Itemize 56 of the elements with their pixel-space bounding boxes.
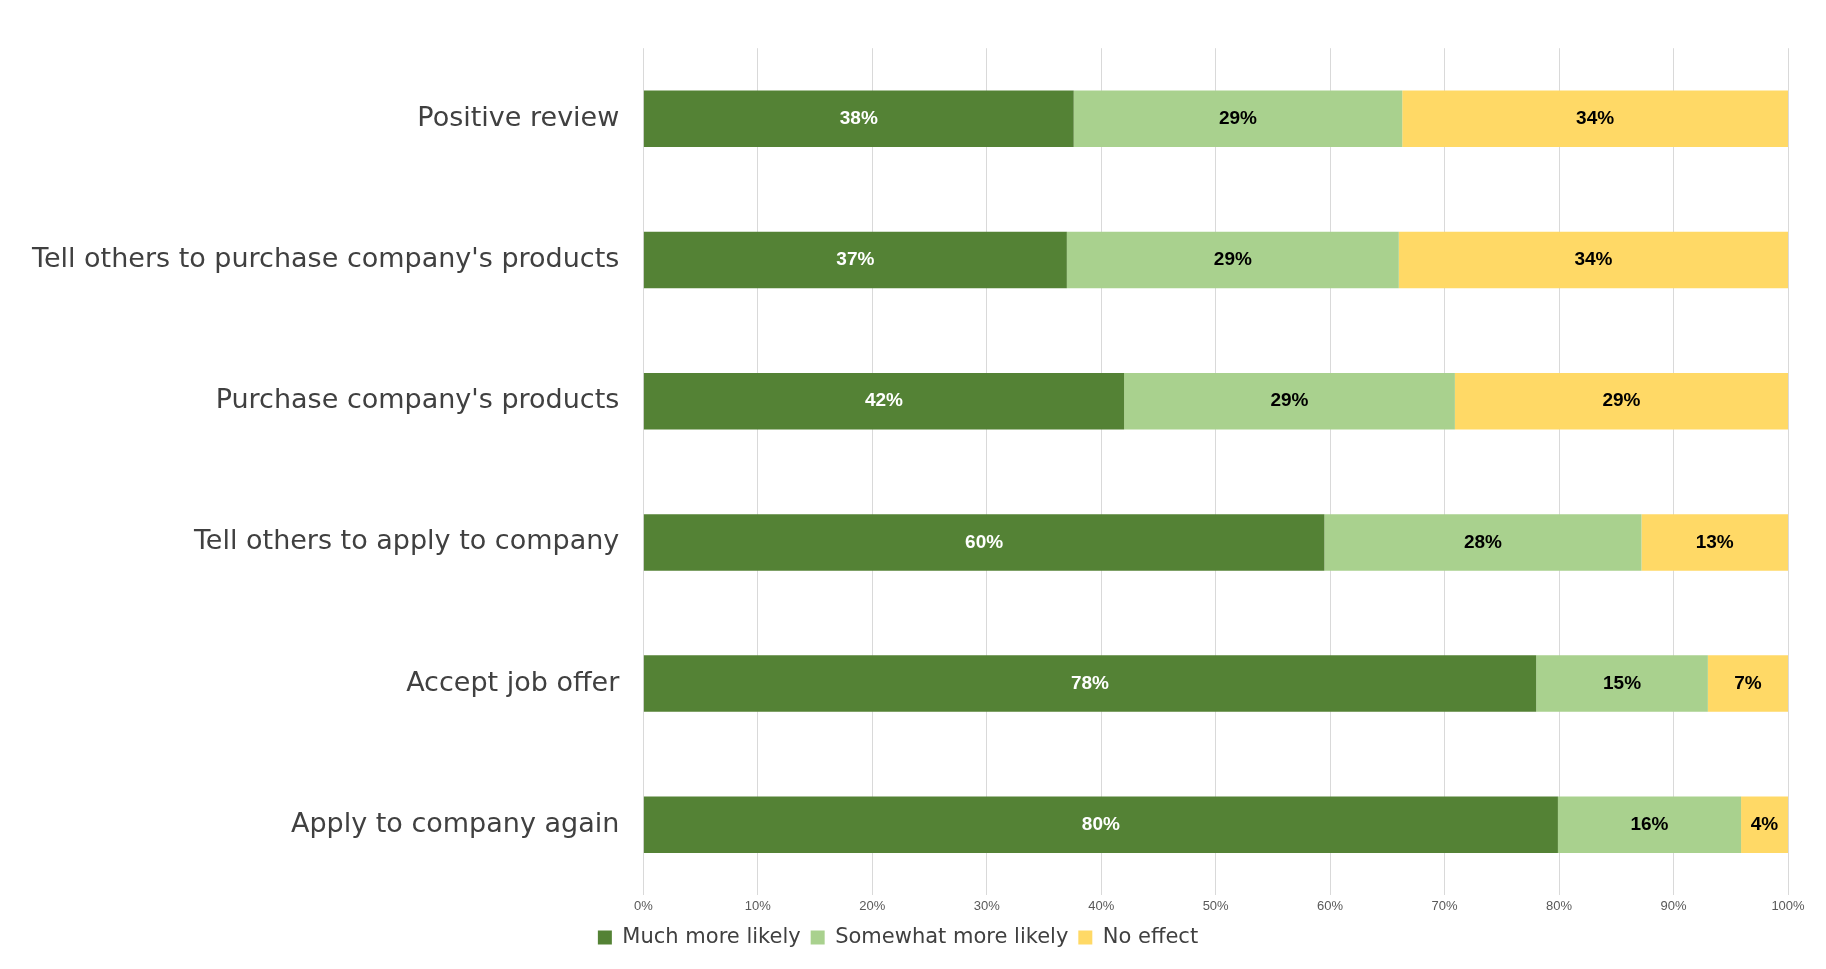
data-label: 80% [1081, 813, 1120, 835]
bar [1536, 655, 1708, 712]
data-label: 15% [1603, 671, 1642, 693]
bar [1124, 372, 1455, 430]
legend-label: Somewhat more likely [835, 923, 1069, 948]
data-label: 29% [1213, 248, 1252, 270]
x-tick-label: 70% [1431, 897, 1459, 913]
data-label: 16% [1630, 813, 1669, 835]
bar [643, 231, 1067, 289]
y-tick-label: Apply to company again [290, 806, 620, 838]
bar [643, 372, 1125, 430]
data-label: 37% [836, 248, 875, 270]
x-tick-label: 0% [633, 897, 654, 913]
x-tick-label: 20% [859, 897, 886, 913]
x-tick-label: 60% [1317, 897, 1344, 913]
data-label: 42% [864, 389, 904, 411]
bar [1557, 796, 1742, 854]
data-label: 29% [1270, 389, 1309, 411]
data-label: 38% [839, 107, 878, 129]
bar [1073, 90, 1403, 148]
data-label: 34% [1576, 107, 1615, 129]
y-tick-label: Tell others to purchase company's products [30, 242, 620, 274]
bar [643, 90, 1074, 148]
data-label: 7% [1734, 671, 1762, 693]
x-tick-label: 50% [1202, 897, 1230, 913]
bar [1066, 231, 1399, 289]
data-label: 29% [1602, 389, 1641, 411]
bar [643, 796, 1558, 854]
data-label: 28% [1463, 530, 1503, 552]
bar [643, 514, 1325, 571]
x-tick-label: 100% [1771, 897, 1806, 913]
legend-label: No effect [1102, 923, 1199, 948]
x-tick-label: 40% [1088, 897, 1115, 913]
data-label: 78% [1070, 671, 1110, 693]
legend-label: Much more likely [622, 923, 801, 948]
data-label: 29% [1218, 107, 1258, 129]
x-tick-label: 10% [744, 897, 772, 913]
bar [1402, 90, 1788, 148]
y-tick-label: Tell others to apply to company [192, 524, 620, 556]
bar [1741, 796, 1788, 854]
x-tick-label: 30% [973, 897, 1001, 913]
data-label: 60% [965, 530, 1004, 552]
x-tick-label: 80% [1546, 897, 1573, 913]
y-tick-label: Accept job offer [406, 665, 621, 697]
bar [1454, 372, 1788, 430]
data-label: 34% [1574, 248, 1613, 270]
data-label: 4% [1750, 813, 1779, 835]
y-tick-label: Positive review [417, 100, 620, 132]
bar [1324, 514, 1642, 571]
bar [1641, 514, 1788, 571]
y-tick-label: Purchase company's products [215, 383, 620, 415]
x-tick-label: 90% [1660, 897, 1687, 913]
bar [643, 655, 1537, 712]
bar [1707, 655, 1788, 712]
bar [1398, 231, 1788, 289]
data-label: 13% [1695, 530, 1734, 552]
